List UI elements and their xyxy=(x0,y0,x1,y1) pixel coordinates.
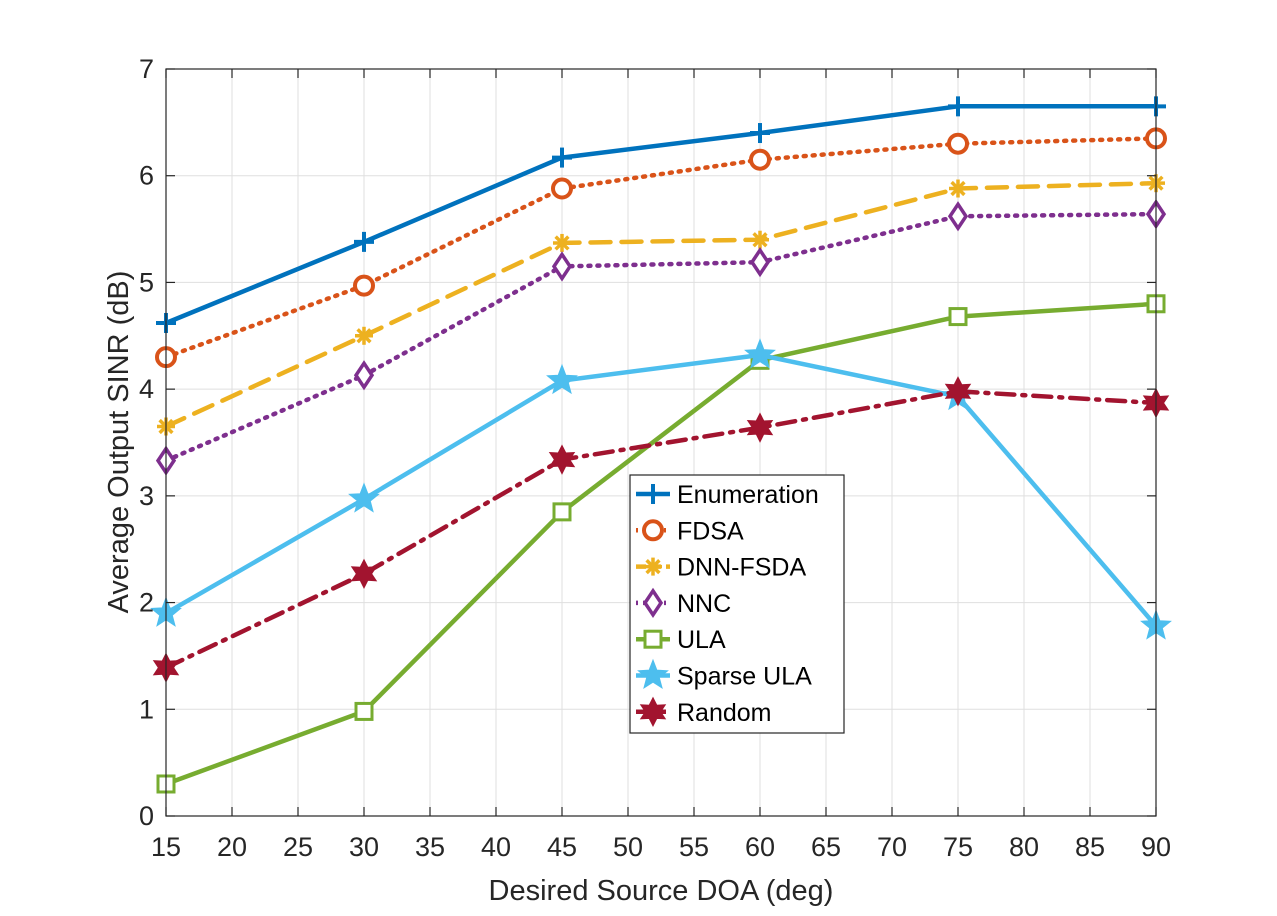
data-point-nnc xyxy=(353,360,375,391)
y-tick-label: 3 xyxy=(139,481,154,511)
x-tick-label: 25 xyxy=(283,832,313,862)
legend-label-dnn-fsda: DNN-FSDA xyxy=(677,554,806,582)
data-point-dnn-fsda xyxy=(751,230,769,249)
x-tick-label: 75 xyxy=(943,832,973,862)
data-point-dnn-fsda xyxy=(553,233,571,252)
data-point-ula xyxy=(948,307,968,327)
data-point-sparse-ula xyxy=(546,363,578,395)
x-tick-label: 85 xyxy=(1075,832,1105,862)
x-tick-label: 50 xyxy=(613,832,643,862)
legend-marker-random xyxy=(639,696,667,728)
data-point-sparse-ula xyxy=(744,338,776,369)
legend-item-fdsa: FDSA xyxy=(636,517,744,545)
data-point-dnn-fsda xyxy=(949,179,967,198)
x-tick-label: 45 xyxy=(547,832,577,862)
x-tick-label: 35 xyxy=(415,832,445,862)
series-line-random xyxy=(163,389,1159,670)
legend-item-random: Random xyxy=(636,696,772,728)
legend-marker-ula xyxy=(643,629,663,649)
series-line-enumeration xyxy=(163,104,1159,326)
data-point-ula xyxy=(552,502,572,522)
data-point-nnc xyxy=(947,201,969,232)
series-nnc xyxy=(155,198,1167,476)
legend-label-fdsa: FDSA xyxy=(677,517,744,545)
legend-label-ula: ULA xyxy=(677,626,726,654)
x-tick-label: 30 xyxy=(349,832,379,862)
data-point-random xyxy=(350,558,378,590)
legend-item-enumeration: Enumeration xyxy=(636,481,819,509)
legend-marker-dnn-fsda xyxy=(644,557,662,576)
x-tick-label: 20 xyxy=(217,832,247,862)
data-point-sparse-ula xyxy=(348,482,380,513)
data-point-enumeration xyxy=(948,96,968,117)
series-line-ula xyxy=(163,301,1159,787)
series-line-fdsa xyxy=(163,136,1159,360)
data-point-dnn-fsda xyxy=(355,326,373,345)
legend-label-enumeration: Enumeration xyxy=(677,481,819,509)
x-tick-label: 15 xyxy=(151,832,181,862)
y-tick-label: 7 xyxy=(139,54,154,84)
data-point-nnc xyxy=(551,251,573,282)
y-tick-label: 5 xyxy=(139,267,154,297)
x-tick-label: 70 xyxy=(877,832,907,862)
data-point-nnc xyxy=(749,246,771,278)
series-layer xyxy=(150,96,1172,794)
legend-marker-nnc xyxy=(642,587,664,619)
x-tick-label: 65 xyxy=(811,832,841,862)
legend-item-ula: ULA xyxy=(636,626,726,654)
data-point-enumeration xyxy=(750,123,770,144)
legend-label-nnc: NNC xyxy=(677,590,731,618)
data-point-fdsa xyxy=(551,177,573,200)
legend-item-dnn-fsda: DNN-FSDA xyxy=(636,554,806,582)
data-point-ula xyxy=(354,701,374,721)
data-point-fdsa xyxy=(749,148,771,171)
x-tick-label: 60 xyxy=(745,832,775,862)
legend-label-sparse-ula: Sparse ULA xyxy=(677,663,812,691)
plot-area-frame xyxy=(165,68,1157,817)
x-tick-label: 90 xyxy=(1141,832,1171,862)
data-point-fdsa xyxy=(947,132,969,155)
legend-item-sparse-ula: Sparse ULA xyxy=(636,658,812,691)
series-line-dnn-fsda xyxy=(163,180,1159,429)
x-axis-title: Desired Source DOA (deg) xyxy=(489,875,834,907)
x-tick-label: 80 xyxy=(1009,832,1039,862)
x-tick-label: 55 xyxy=(679,832,709,862)
legend-label-random: Random xyxy=(677,699,772,727)
series-line-nnc xyxy=(163,211,1159,463)
y-tick-label: 0 xyxy=(139,801,154,831)
data-point-enumeration xyxy=(354,231,374,252)
legend-marker-fdsa xyxy=(642,519,664,542)
data-point-enumeration xyxy=(552,147,572,168)
y-tick-label: 1 xyxy=(139,694,154,724)
data-point-random xyxy=(548,444,576,475)
x-tick-label: 40 xyxy=(481,832,511,862)
legend-marker-sparse-ula xyxy=(637,658,669,690)
y-tick-label: 6 xyxy=(139,161,154,191)
y-tick-label: 2 xyxy=(139,588,154,618)
data-point-random xyxy=(746,412,774,443)
y-tick-label: 4 xyxy=(139,374,154,404)
series-dnn-fsda xyxy=(157,174,1165,436)
legend-item-nnc: NNC xyxy=(636,587,731,619)
series-line-sparse-ula xyxy=(163,352,1159,629)
data-point-fdsa xyxy=(353,274,375,297)
legend: Enumeration FDSA DNN-FSDA NNC ULA Sparse ULA R… xyxy=(629,474,845,734)
data-point-random xyxy=(944,376,972,407)
legend-marker-enumeration xyxy=(643,484,663,504)
y-axis-title: Average Output SINR (dB) xyxy=(103,271,135,614)
series-enumeration xyxy=(156,96,1166,333)
